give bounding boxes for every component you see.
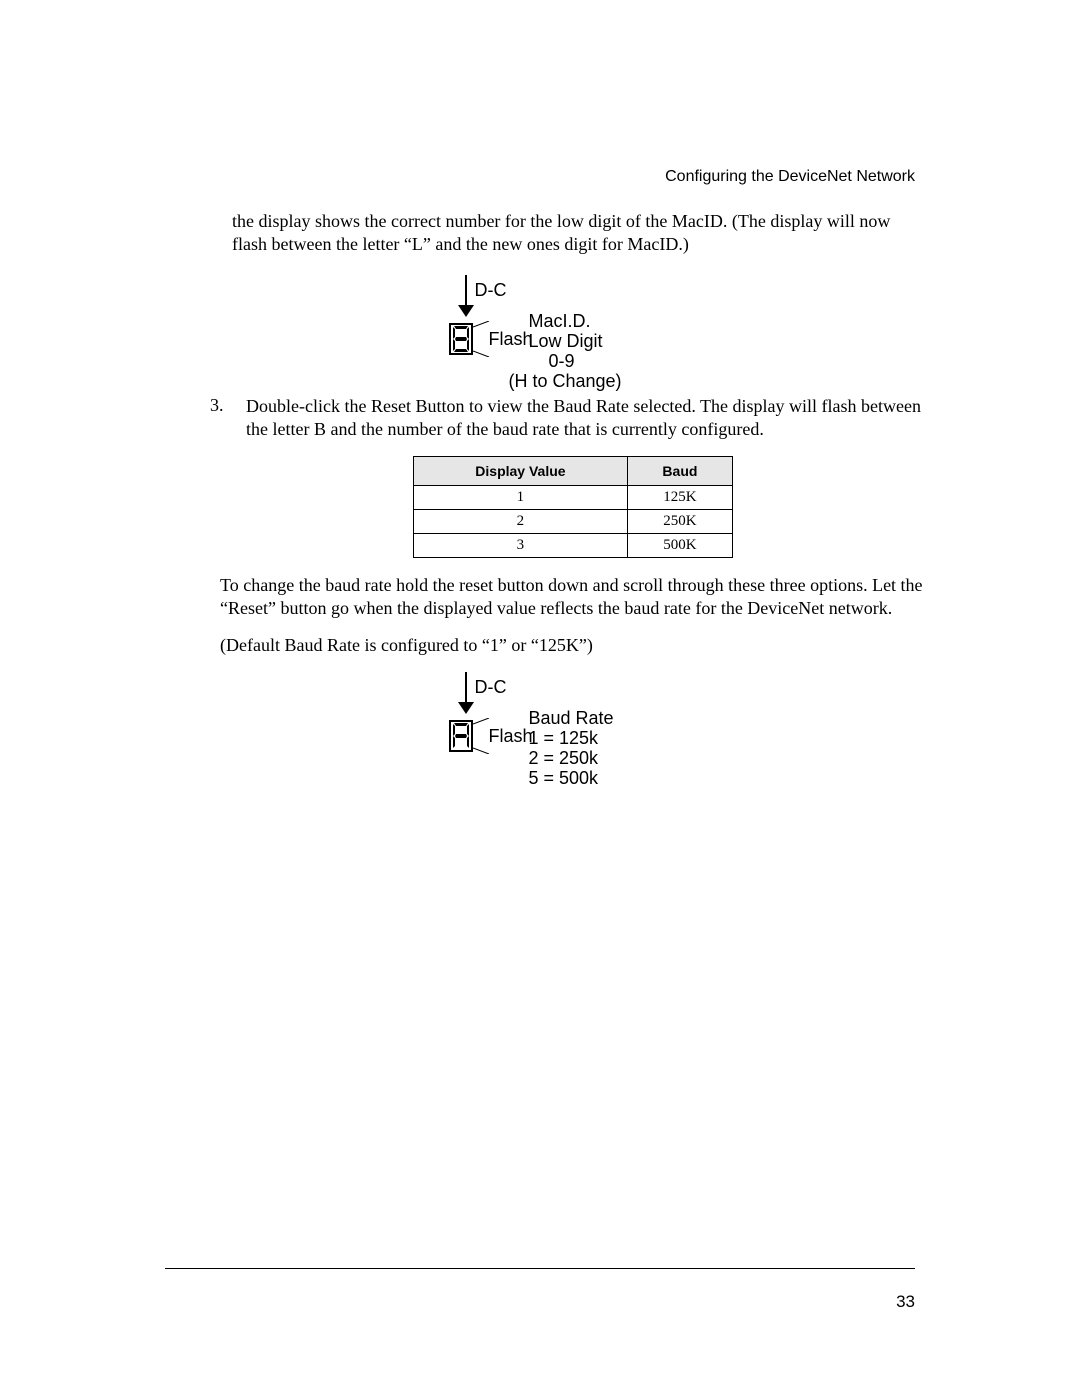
page-number: 33 [896, 1292, 915, 1312]
col-header-baud: Baud [628, 456, 732, 485]
page: Configuring the DeviceNet Network the di… [0, 0, 1080, 1397]
baud-table: Display Value Baud 1 125K 2 250K 3 500K [413, 456, 733, 558]
diagram1-line4: (H to Change) [509, 371, 622, 393]
cell: 500K [628, 533, 732, 557]
para-change-baud: To change the baud rate hold the reset b… [220, 574, 925, 621]
diagram2-line1: Baud Rate [529, 708, 614, 730]
diagram1-line1: MacI.D. [529, 311, 591, 333]
diagram1-line2: Low Digit [529, 331, 603, 353]
intro-paragraph: the display shows the correct number for… [232, 210, 925, 257]
step-3-text: Double-click the Reset Button to view th… [246, 395, 925, 442]
cell: 1 [413, 485, 628, 509]
step-3-number: 3. [210, 395, 246, 442]
cell: 2 [413, 509, 628, 533]
dc-label: D-C [475, 677, 507, 698]
seven-segment-icon [449, 720, 473, 752]
section-header: Configuring the DeviceNet Network [665, 168, 915, 186]
seven-segment-icon [449, 323, 473, 355]
table-row: 1 125K [413, 485, 732, 509]
para-default-baud: (Default Baud Rate is configured to “1” … [220, 634, 925, 657]
step-3-row: 3. Double-click the Reset Button to view… [210, 395, 925, 442]
diagram2-line3: 2 = 250k [529, 748, 599, 770]
diagram1-line3: 0-9 [549, 351, 575, 373]
cell: 3 [413, 533, 628, 557]
cell: 250K [628, 509, 732, 533]
flash-label: Flash [489, 329, 533, 350]
table-row: 3 500K [413, 533, 732, 557]
diagram2-line2: 1 = 125k [529, 728, 599, 750]
diagram2-line4: 5 = 500k [529, 768, 599, 790]
flash-label: Flash [489, 726, 533, 747]
dc-arrow [458, 672, 474, 714]
footer-rule [165, 1268, 915, 1269]
dc-label: D-C [475, 280, 507, 301]
dc-arrow [458, 275, 474, 317]
col-header-display: Display Value [413, 456, 628, 485]
cell: 125K [628, 485, 732, 509]
table-row: 2 250K [413, 509, 732, 533]
table-header-row: Display Value Baud [413, 456, 732, 485]
